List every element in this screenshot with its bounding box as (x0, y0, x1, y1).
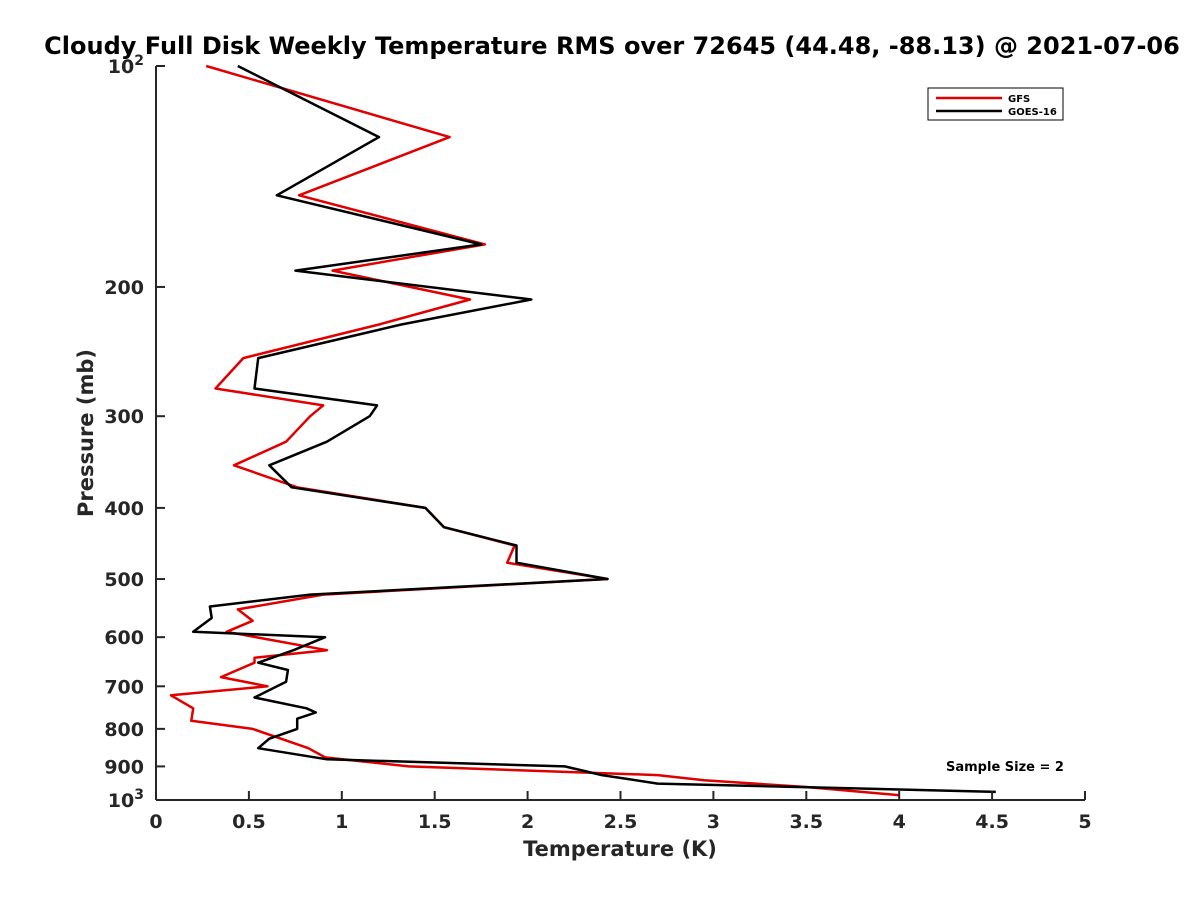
y-tick-label: 900 (104, 756, 144, 778)
y-tick-label: 600 (104, 627, 144, 649)
y-tick-label: 103 (108, 787, 144, 812)
x-tick-label: 1.5 (418, 811, 452, 833)
y-tick-label: 400 (104, 498, 144, 520)
x-tick-label: 2.5 (604, 811, 638, 833)
y-tick-label: 800 (104, 719, 144, 741)
ticks-layer: 0 0.5 1 1.5 2 2.5 3 3.5 4 4.5 51022003004005006007… (104, 53, 1091, 833)
sample-size-annotation: Sample Size = 2 (946, 760, 1064, 775)
y-axis-label: Pressure (mb) (74, 349, 98, 517)
y-tick-label: 500 (104, 569, 144, 591)
series-line-goes-16 (191, 64, 996, 794)
y-tick-label: 200 (104, 277, 144, 299)
y-tick-label: 700 (104, 676, 144, 698)
x-tick-label: 0.5 (232, 811, 266, 833)
x-tick-label: 4.5 (975, 811, 1009, 833)
y-tick-label: 300 (104, 406, 144, 428)
legend: GFS GOES-16 (927, 87, 1064, 121)
x-tick-label: 3 (707, 811, 720, 833)
x-axis-label: Temperature (K) (523, 837, 717, 861)
x-tick-label: 0 (149, 811, 162, 833)
series-layer (169, 64, 996, 797)
legend-box (927, 87, 1064, 121)
x-tick-label: 5 (1078, 811, 1091, 833)
x-tick-label: 1 (335, 811, 348, 833)
x-tick-label: 3.5 (789, 811, 823, 833)
x-tick-label: 2 (521, 811, 534, 833)
legend-label-goes-16: GOES-16 (1008, 107, 1057, 118)
x-tick-label: 4 (893, 811, 906, 833)
chart-title: Cloudy Full Disk Weekly Temperature RMS … (44, 32, 1180, 60)
legend-label-gfs: GFS (1008, 94, 1030, 105)
